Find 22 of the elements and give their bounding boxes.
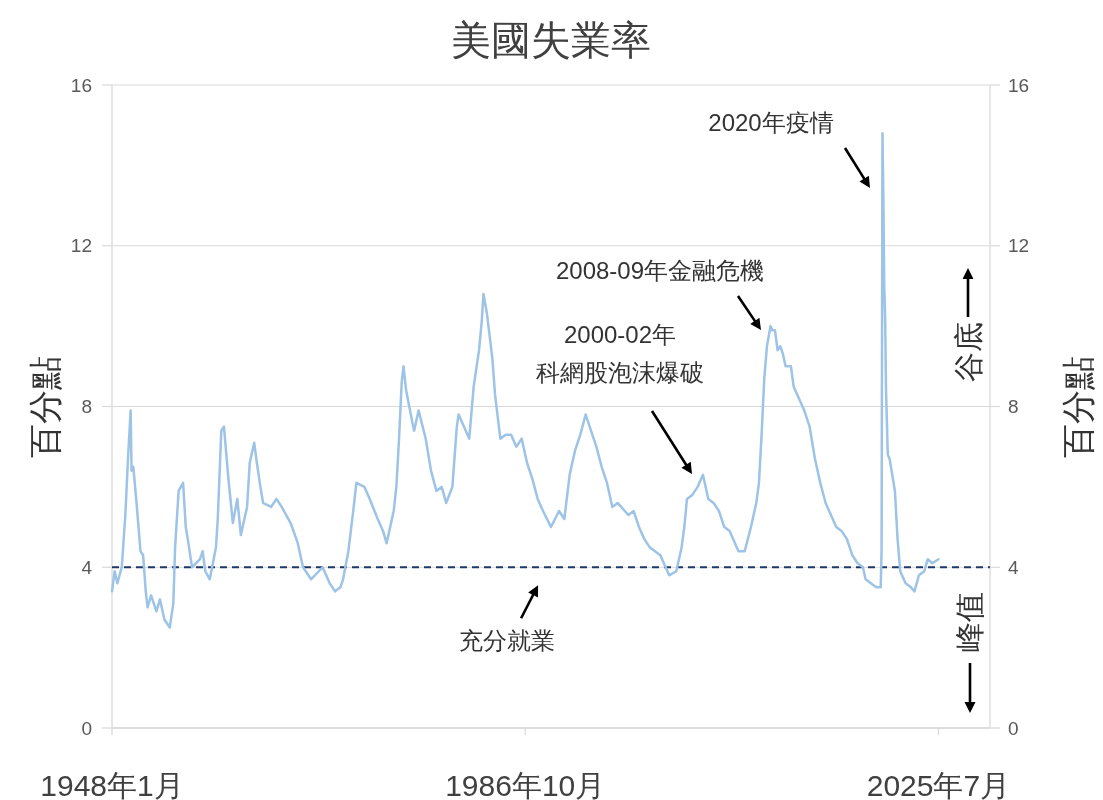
annotation: 峰值 [952,592,986,652]
y-tick-label: 0 [81,717,92,739]
y-tick-label: 8 [81,396,92,417]
y-tick-label: 16 [70,74,92,96]
annotation: 2020年疫情 [708,108,834,136]
y2-tick-label: 12 [1008,235,1030,257]
y-tick-label: 4 [81,556,93,578]
ref-line-label: 充分就業 [459,626,556,654]
y2-tick-label: 0 [1008,717,1019,739]
chart-title: 美國失業率 [451,18,651,62]
annotation: 2008-09年金融危機 [555,256,765,284]
x-tick-label: 1948年1月 [40,768,184,800]
annotation: 2000-02年科網股泡沫爆破 [536,320,704,386]
y2-tick-label: 8 [1008,396,1019,417]
y-axis-title: 百分點 [26,355,64,458]
y-tick-label: 12 [70,235,92,257]
annotation: 谷底 [951,322,985,382]
x-tick-label: 2025年7月 [866,768,1011,800]
y2-tick-label: 4 [1008,556,1019,578]
y2-axis-title: 百分點 [1059,355,1097,458]
y2-tick-label: 16 [1008,74,1030,96]
x-tick-label: 1986年10月 [445,768,606,800]
